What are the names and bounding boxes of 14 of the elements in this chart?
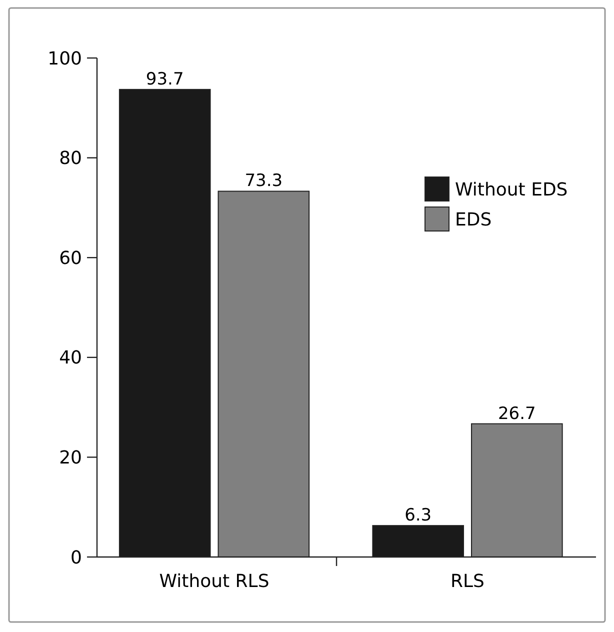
data-label: 73.3 xyxy=(244,171,283,192)
x-tick-label: Without RLS xyxy=(159,571,270,592)
legend-label: EDS xyxy=(455,209,492,230)
y-tick-label: 60 xyxy=(59,248,82,269)
y-tick-label: 20 xyxy=(59,448,82,468)
data-label: 93.7 xyxy=(146,69,184,90)
data-label: 26.7 xyxy=(498,404,536,424)
y-tick-label: 80 xyxy=(59,148,82,170)
y-tick-label: 0 xyxy=(70,547,82,568)
y-tick-label: 100 xyxy=(48,48,82,70)
x-tick-label: RLS xyxy=(450,571,484,592)
legend-label: Without EDS xyxy=(455,179,568,200)
data-label: 6.3 xyxy=(404,506,432,526)
y-tick-label: 40 xyxy=(59,348,82,369)
